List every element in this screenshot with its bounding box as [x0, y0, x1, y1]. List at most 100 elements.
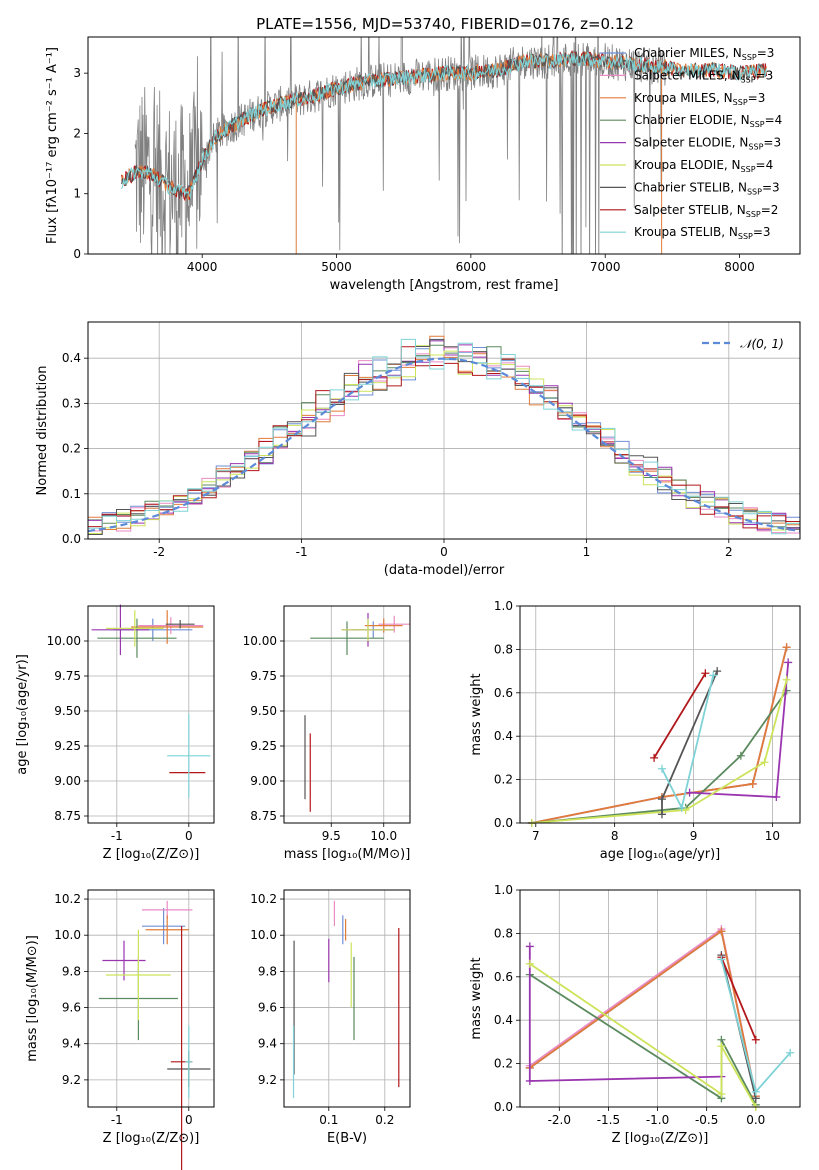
weight-marker-kroupa_stelib: [657, 764, 666, 773]
tick-label-x: 5000: [321, 260, 352, 274]
weight-marker-chabrier_stelib: [657, 795, 666, 804]
y-axis-label: Flux [fλ10⁻¹⁷ erg cm⁻² s⁻¹ A⁻¹]: [45, 47, 60, 244]
chart-age_vs_Z: -1 0 8.75 9.00 9.25 9.50 9.75 10.00 Z [log₁₀(Z/Z…: [15, 604, 215, 862]
plot-area: [525, 925, 795, 1111]
tick-label-y: 10.2: [250, 892, 277, 906]
y-axis-label: mass weight: [469, 957, 484, 1039]
weight-marker-chabrier_elodie: [736, 751, 745, 760]
weight-marker-salpeter_stelib: [701, 669, 710, 678]
tick-label-x: -1: [111, 1113, 123, 1127]
chart-weight_vs_age: 7 8 9 10 0.0 0.2 0.4 0.6 0.8 1.0 age [log₁₀(age/yr…: [469, 599, 801, 862]
tick-label-x: -2.0: [548, 1113, 571, 1127]
y-axis-label: age [log₁₀(age/yr)]: [15, 654, 30, 775]
weight-marker-kroupa_miles: [782, 643, 791, 652]
x-axis-label: wavelength [Angstrom, rest frame]: [330, 278, 559, 293]
histogram-kroupa_stelib: [88, 338, 800, 535]
y-axis-label: mass weight: [469, 673, 484, 755]
weight-marker-kroupa_stelib: [717, 955, 726, 964]
legend-entry: Chabrier ELODIE, NSSP=4: [634, 113, 782, 129]
weight-marker-salpeter_elodie: [784, 658, 793, 667]
tick-label-y: 9.75: [250, 669, 277, 683]
tick-label-y: 8.75: [250, 809, 277, 823]
tick-label-x: 10: [765, 829, 780, 843]
x-axis-label: (data-model)/error: [384, 563, 505, 578]
plot-area: [527, 643, 793, 827]
tick-label-y: 9.4: [258, 1037, 277, 1051]
x-axis-label: age [log₁₀(age/yr)]: [600, 847, 721, 862]
tick-label-y: 9.50: [250, 704, 277, 718]
legend-entry: Salpeter STELIB, NSSP=2: [634, 203, 778, 219]
x-axis-label: E(B-V): [327, 1131, 367, 1146]
tick-label-x: 0: [185, 1113, 193, 1127]
tick-label-y: 9.75: [54, 669, 81, 683]
tick-label-y: 9.00: [54, 774, 81, 788]
tick-label-y: 8.75: [54, 809, 81, 823]
weight-marker-salpeter_elodie: [772, 792, 781, 801]
tick-label-y: 9.8: [258, 964, 277, 978]
tick-label-x: 9.5: [322, 829, 341, 843]
tick-label-x: 2: [725, 545, 733, 559]
weight-marker-kroupa_stelib: [786, 1048, 795, 1057]
tick-label-x: 0: [185, 829, 193, 843]
tick-label-y: 9.2: [258, 1073, 277, 1087]
tick-label-x: 7: [532, 829, 540, 843]
tick-label-x: 1: [583, 545, 591, 559]
tick-label-y: 1: [73, 187, 81, 201]
tick-label-x: 7000: [590, 260, 621, 274]
tick-label-y: 9.2: [62, 1073, 81, 1087]
tick-label-x: 8000: [724, 260, 755, 274]
chart-spectrum: 4000 5000 6000 7000 8000 0 1 2 3 wavelength [Angs…: [45, 36, 801, 293]
x-axis-label: Z [log₁₀(Z/Z⊙)]: [103, 1131, 200, 1146]
tick-label-y: 0.2: [62, 442, 81, 456]
weight-marker-kroupa_stelib: [751, 1087, 760, 1096]
plot-area: [121, 37, 767, 254]
model-spectrum-chabrier_stelib: [121, 51, 767, 199]
tick-label-x: -0.5: [695, 1113, 718, 1127]
tick-label-y: 9.6: [258, 1001, 277, 1015]
weight-marker-chabrier_stelib: [657, 810, 666, 819]
chart-residuals: -2 -1 0 1 2 0.0 0.1 0.2 0.3 0.4 (data-model)/error…: [35, 321, 801, 578]
chart-weight_vs_Z: -2.0 -1.5 -1.0 -0.5 0.0 0.0 0.2 0.4 0.6 0.8 1.0 Z […: [469, 883, 801, 1146]
weight-marker-kroupa_miles: [748, 779, 757, 788]
legend-entry: Salpeter MILES, NSSP=3: [634, 68, 773, 84]
weight-marker-kroupa_elodie: [525, 959, 534, 968]
weight-marker-chabrier_stelib: [713, 667, 722, 676]
weight-line-kroupa_elodie: [531, 679, 788, 824]
axes-frame: [519, 889, 801, 1108]
tick-label-y: 9.00: [250, 774, 277, 788]
weight-marker-salpeter_elodie: [685, 788, 694, 797]
weight-marker-salpeter_elodie: [525, 942, 534, 951]
tick-label-y: 0.2: [494, 773, 513, 787]
legend-entry: 𝒩(0, 1): [740, 337, 784, 351]
axes-frame: [87, 605, 215, 824]
x-axis-label: mass [log₁₀(M/M⊙)]: [284, 847, 411, 862]
histogram-salpeter_elodie: [88, 340, 800, 531]
tick-label-y: 1.0: [494, 599, 513, 613]
tick-label-y: 0.8: [494, 642, 513, 656]
plot-area: [98, 900, 211, 1170]
legend-entry: Salpeter ELODIE, NSSP=3: [634, 136, 781, 152]
tick-label-y: 10.00: [243, 634, 277, 648]
tick-label-x: 4000: [187, 260, 218, 274]
weight-line-chabrier_elodie: [531, 690, 788, 824]
axes-frame: [87, 321, 801, 540]
tick-label-y: 0: [73, 247, 81, 261]
spectrum-legend: Chabrier MILES, NSSP=3 Salpeter MILES, NS…: [600, 46, 782, 241]
tick-label-y: 10.2: [54, 892, 81, 906]
tick-label-y: 10.0: [250, 928, 277, 942]
histogram-chabrier_stelib: [88, 339, 800, 535]
weight-line-kroupa_elodie: [529, 963, 757, 1108]
weight-line-salpeter_elodie: [528, 946, 722, 1082]
plot-area: [91, 604, 211, 798]
legend-entry: Chabrier MILES, NSSP=3: [634, 46, 774, 62]
tick-label-x: 6000: [456, 260, 487, 274]
legend-entry: Chabrier STELIB, NSSP=3: [634, 180, 780, 196]
tick-label-x: 0: [440, 545, 448, 559]
tick-label-y: 0.4: [494, 729, 513, 743]
x-axis-label: Z [log₁₀(Z/Z⊙)]: [612, 1131, 709, 1146]
axes-frame: [87, 36, 801, 255]
tick-label-y: 9.4: [62, 1037, 81, 1051]
tick-label-y: 3: [73, 66, 81, 80]
tick-label-x: 9: [690, 829, 698, 843]
